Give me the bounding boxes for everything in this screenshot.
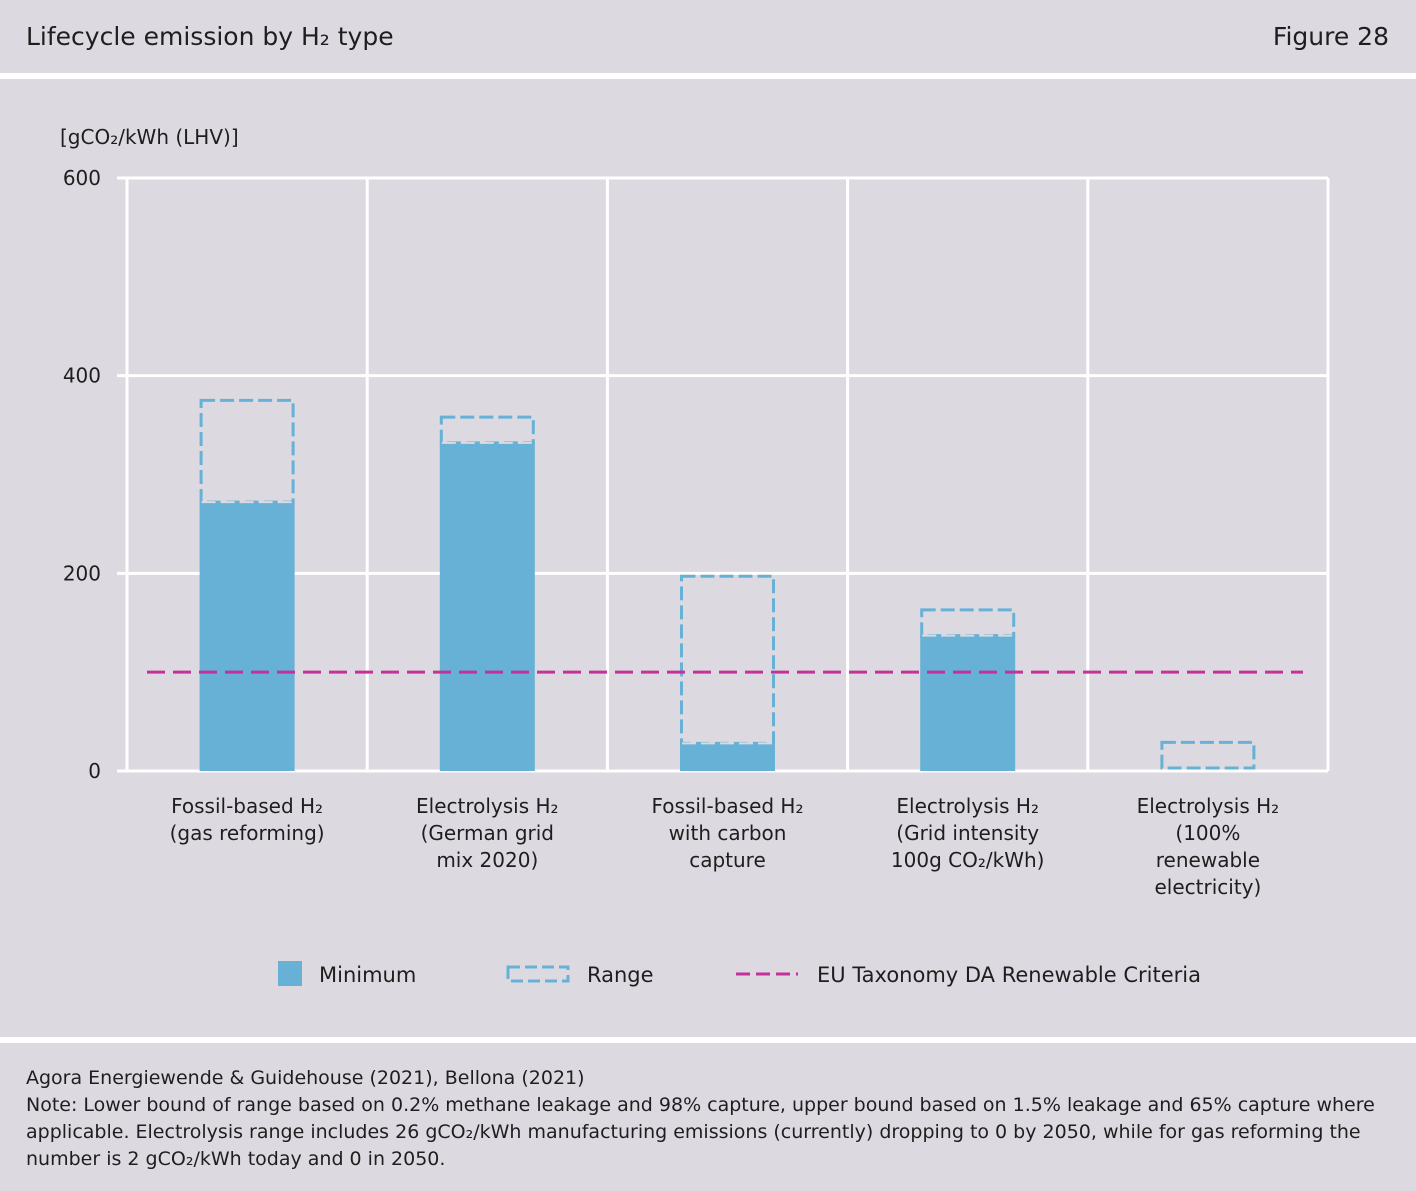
bar-minimum	[920, 635, 1016, 771]
x-tick-label: (100%	[1175, 821, 1240, 845]
x-tick-label: Fossil-based H₂	[652, 794, 804, 818]
legend-minimum-swatch	[278, 961, 302, 986]
chart-title: Lifecycle emission by H₂ type	[26, 22, 394, 51]
legend-range-label: Range	[587, 963, 654, 987]
note-text: Note: Lower bound of range based on 0.2%…	[26, 1094, 1375, 1170]
legend-range-swatch	[506, 965, 570, 983]
bar-minimum	[199, 502, 295, 771]
y-axis-label: [gCO₂/kWh (LHV)]	[60, 125, 239, 149]
source-text: Agora Energiewende & Guidehouse (2021), …	[26, 1067, 585, 1089]
bar-range	[1160, 740, 1256, 770]
bar-minimum	[439, 442, 535, 771]
y-tick-label: 0	[88, 759, 101, 783]
x-tick-label: with carbon	[669, 821, 787, 845]
x-tick-label: renewable	[1156, 848, 1260, 872]
chart: 0 200 400 600 [gCO₂/kWh (LHV)] Fossil-based H…	[60, 125, 1330, 987]
x-tick-label: (German grid	[421, 821, 554, 845]
figure-footer: Agora Energiewende & Guidehouse (2021), …	[0, 1043, 1416, 1191]
x-tick-label: electricity)	[1154, 875, 1261, 899]
y-tick-label: 600	[63, 166, 101, 190]
legend-criteria-label: EU Taxonomy DA Renewable Criteria	[817, 963, 1201, 987]
x-tick-label: Electrolysis H₂	[1137, 794, 1280, 818]
x-tick-label: (gas reforming)	[170, 821, 325, 845]
y-tick-label: 200	[63, 561, 101, 585]
bar-range	[199, 398, 295, 504]
figure-header: Lifecycle emission by H₂ type Figure 28	[0, 0, 1416, 73]
x-tick-label: Electrolysis H₂	[416, 794, 559, 818]
x-tick-label: mix 2020)	[436, 848, 538, 872]
x-tick-label: (Grid intensity	[896, 821, 1039, 845]
x-tick-label: capture	[689, 848, 766, 872]
x-tick-label: Fossil-based H₂	[171, 794, 323, 818]
x-tick-label: 100g CO₂/kWh)	[891, 848, 1045, 872]
bar-range	[920, 608, 1016, 638]
figure-number: Figure 28	[1272, 22, 1389, 51]
chart-panel: 0 200 400 600 [gCO₂/kWh (LHV)] Fossil-based H…	[0, 79, 1416, 1037]
legend-minimum-label: Minimum	[319, 963, 416, 987]
bar-range	[439, 415, 535, 445]
bar-minimum	[680, 743, 775, 771]
x-tick-label: Electrolysis H₂	[896, 794, 1039, 818]
bar-range	[680, 574, 775, 745]
y-tick-label: 400	[63, 364, 101, 388]
